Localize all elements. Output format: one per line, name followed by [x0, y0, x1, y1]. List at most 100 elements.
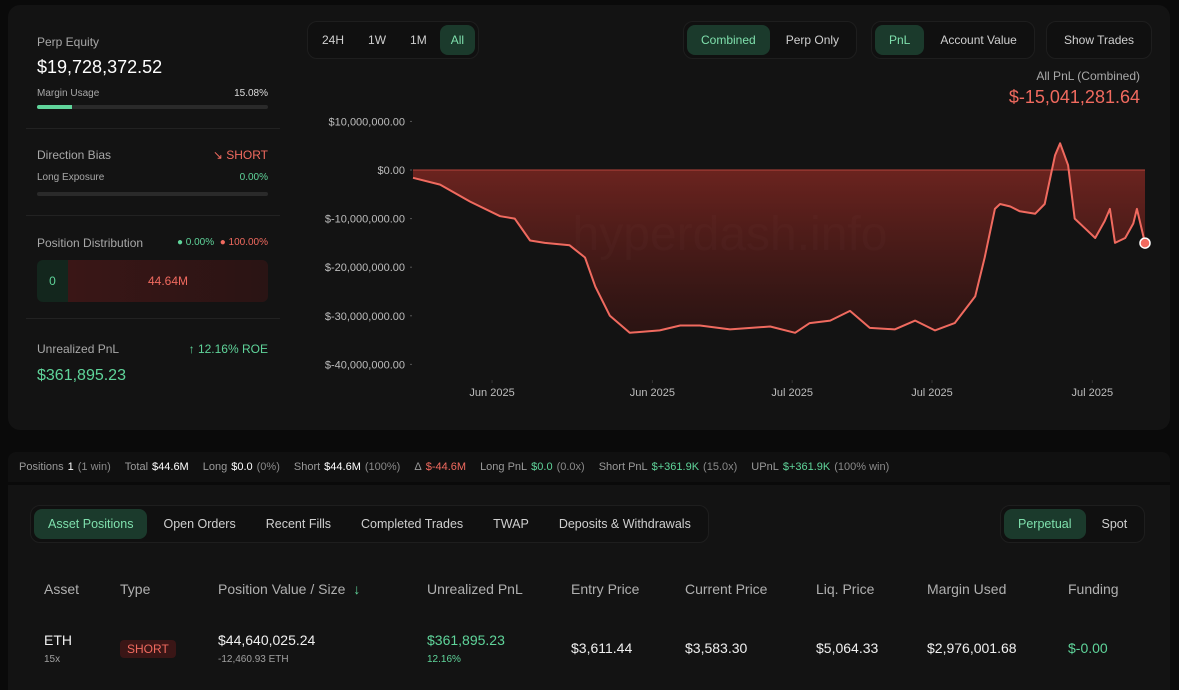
chart-headline: $-15,041,281.64 — [1008, 87, 1140, 107]
arrow-icon: ↑ — [188, 342, 198, 356]
margin-bar — [37, 105, 268, 109]
pnl-chart: hyperdash.info$10,000,000.00$0.00$-10,00… — [325, 116, 1151, 399]
tab[interactable]: TWAP — [493, 517, 529, 531]
metric-button[interactable]: PnL — [875, 25, 925, 55]
stat-label: UPnL — [751, 461, 779, 473]
x-tick-label: Jul 2025 — [911, 387, 953, 399]
y-tick-label: $0.00 — [377, 165, 405, 177]
range-button[interactable]: 1M — [410, 33, 427, 47]
tab[interactable]: Recent Fills — [265, 517, 332, 531]
row-roe: 12.16% — [427, 654, 461, 665]
stat-label: Long PnL — [480, 461, 528, 473]
column-header: Unrealized PnL — [427, 581, 523, 597]
funding: $-0.00 — [1068, 640, 1108, 656]
column-header: Type — [120, 581, 151, 597]
metric-button[interactable]: Account Value — [940, 33, 1017, 47]
stat-note: (1 win) — [77, 461, 111, 473]
stats-strip — [8, 452, 1170, 482]
y-tick-label: $-20,000,000.00 — [325, 262, 405, 274]
column-header[interactable]: Position Value / Size ↓ — [218, 581, 360, 597]
y-tick-label: $-40,000,000.00 — [325, 359, 405, 371]
pnl-line — [412, 142, 1146, 334]
y-tick-label: $-10,000,000.00 — [325, 214, 405, 226]
margin-used: $2,976,001.68 — [927, 640, 1017, 656]
stat-note: (15.0x) — [703, 461, 738, 473]
leverage: 15x — [44, 654, 61, 665]
pnl-area — [413, 143, 1145, 333]
liq-price: $5,064.33 — [816, 640, 879, 656]
current-price: $3,583.30 — [685, 640, 748, 656]
stat-label: Short — [293, 461, 321, 473]
stat: Short PnL $+361.9K (15.0x) — [599, 461, 738, 473]
mode-button[interactable]: Perp Only — [785, 33, 840, 47]
y-tick-label: $10,000,000.00 — [329, 116, 405, 128]
stat-note: (100%) — [364, 461, 401, 473]
column-header: Entry Price — [571, 581, 640, 597]
stat-value: $0.0 — [231, 461, 253, 473]
column-header: Funding — [1068, 581, 1119, 597]
column-header: Current Price — [685, 581, 768, 597]
metric-group: PnL Account Value — [871, 21, 1035, 59]
tab[interactable]: Deposits & Withdrawals — [558, 517, 691, 531]
stat-value: $-44.6M — [425, 461, 467, 473]
long-segment: 0 — [37, 260, 68, 302]
stat: Long PnL $0.0 (0.0x) — [480, 461, 585, 473]
y-tick-label: $-30,000,000.00 — [325, 311, 405, 323]
roe: ↑ 12.16% ROE — [189, 342, 268, 356]
show-trades-button[interactable]: Show Trades — [1064, 33, 1135, 47]
mode-group: Combined Perp Only — [683, 21, 858, 59]
stats: Positions 1 (1 win) Total $44.6M Long $0.0 (0%)… — [19, 461, 889, 473]
x-tick-label: Jul 2025 — [771, 387, 813, 399]
position-value: $44,640,025.24 — [218, 632, 316, 648]
stat: Short $44.6M (100%) — [294, 461, 400, 473]
position-size: -12,460.93 ETH — [218, 654, 289, 665]
range-group: 24H 1W 1M All — [307, 21, 480, 59]
exposure-bar — [37, 192, 268, 196]
arrow-icon: ↘ — [212, 148, 227, 162]
market-tab[interactable]: Spot — [1101, 517, 1128, 531]
stat-value: $44.6M — [324, 461, 361, 473]
stat-value: $0.0 — [531, 461, 553, 473]
range-button[interactable]: All — [439, 25, 476, 55]
long-exposure-value: 0.00% — [239, 172, 268, 183]
column-header: Liq. Price — [816, 581, 875, 597]
x-tick-label: Jun 2025 — [469, 387, 514, 399]
column-header: Margin Used — [927, 581, 1007, 597]
perp-equity: $19,728,372.52 — [37, 57, 163, 77]
legend-dot: ● — [219, 237, 229, 248]
stat: Δ $-44.6M — [414, 461, 466, 473]
stat-value: $44.6M — [152, 461, 189, 473]
type-badge: SHORT — [120, 640, 176, 658]
x-tick-label: Jun 2025 — [630, 387, 675, 399]
long-pct: 0.00% — [185, 237, 215, 248]
stat-value: $+361.9K — [782, 461, 831, 473]
tab-group: Asset Positions Open Orders Recent Fills Co… — [30, 505, 709, 543]
column-header: Asset — [44, 581, 80, 597]
stat-note: (100% win) — [834, 461, 890, 473]
chart-title: All PnL (Combined) — [1036, 69, 1140, 83]
tab[interactable]: Open Orders — [163, 517, 236, 531]
label: Direction Bias — [37, 148, 112, 162]
range-button[interactable]: 1W — [368, 33, 387, 47]
stat-value: $+361.9K — [651, 461, 700, 473]
separator — [26, 215, 280, 216]
stat: Long $0.0 (0%) — [203, 461, 280, 473]
stat-note: (0.0x) — [556, 461, 585, 473]
market-tab[interactable]: Perpetual — [1004, 509, 1086, 539]
label: Position Distribution — [37, 236, 144, 250]
tab[interactable]: Completed Trades — [361, 517, 464, 531]
label: Margin Usage — [37, 88, 100, 99]
stat: UPnL $+361.9K (100% win) — [751, 461, 889, 473]
short-pct: 100.00% — [228, 237, 268, 248]
tab[interactable]: Asset Positions — [34, 509, 148, 539]
stat-label: Long — [202, 461, 228, 473]
stat: Positions 1 (1 win) — [19, 461, 111, 473]
range-button[interactable]: 24H — [322, 33, 345, 47]
column-title: Position Value / Size — [218, 581, 346, 597]
stat-label: Total — [124, 461, 149, 473]
label: Unrealized PnL — [37, 342, 120, 356]
asset: ETH — [44, 632, 72, 648]
mode-button[interactable]: Combined — [687, 25, 770, 55]
